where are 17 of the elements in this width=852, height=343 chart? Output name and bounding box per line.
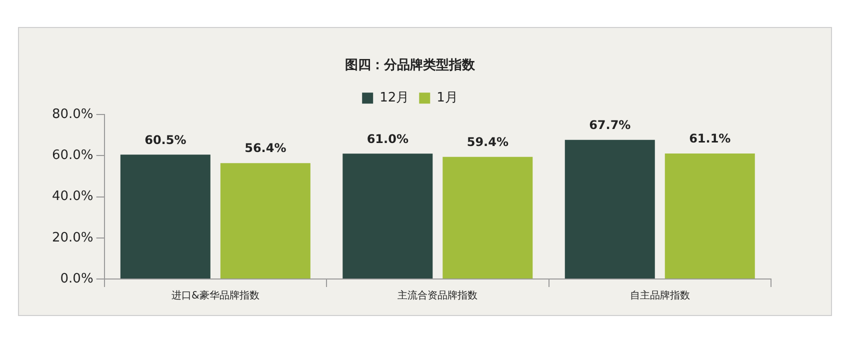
x-tick-label: 进口&豪华品牌指数 bbox=[172, 290, 260, 302]
data-label: 61.1% bbox=[689, 132, 731, 146]
data-label: 56.4% bbox=[244, 141, 286, 156]
data-label: 59.4% bbox=[466, 135, 508, 150]
y-tick-label: 80.0% bbox=[52, 106, 94, 122]
legend-label: 12月 bbox=[380, 90, 410, 106]
x-tick-label: 主流合资品牌指数 bbox=[398, 290, 478, 302]
data-label: 67.7% bbox=[589, 118, 631, 132]
y-tick-label: 0.0% bbox=[60, 271, 94, 286]
data-label: 60.5% bbox=[144, 132, 186, 147]
y-tick-label: 40.0% bbox=[52, 189, 94, 204]
legend-label: 1月 bbox=[436, 90, 458, 106]
data-label: 61.0% bbox=[366, 132, 408, 146]
y-tick-label: 20.0% bbox=[52, 230, 94, 246]
y-tick-label: 60.0% bbox=[52, 148, 94, 164]
x-tick-label: 自主品牌指数 bbox=[630, 290, 690, 302]
chart-title: 图四：分品牌类型指数 bbox=[345, 57, 476, 74]
